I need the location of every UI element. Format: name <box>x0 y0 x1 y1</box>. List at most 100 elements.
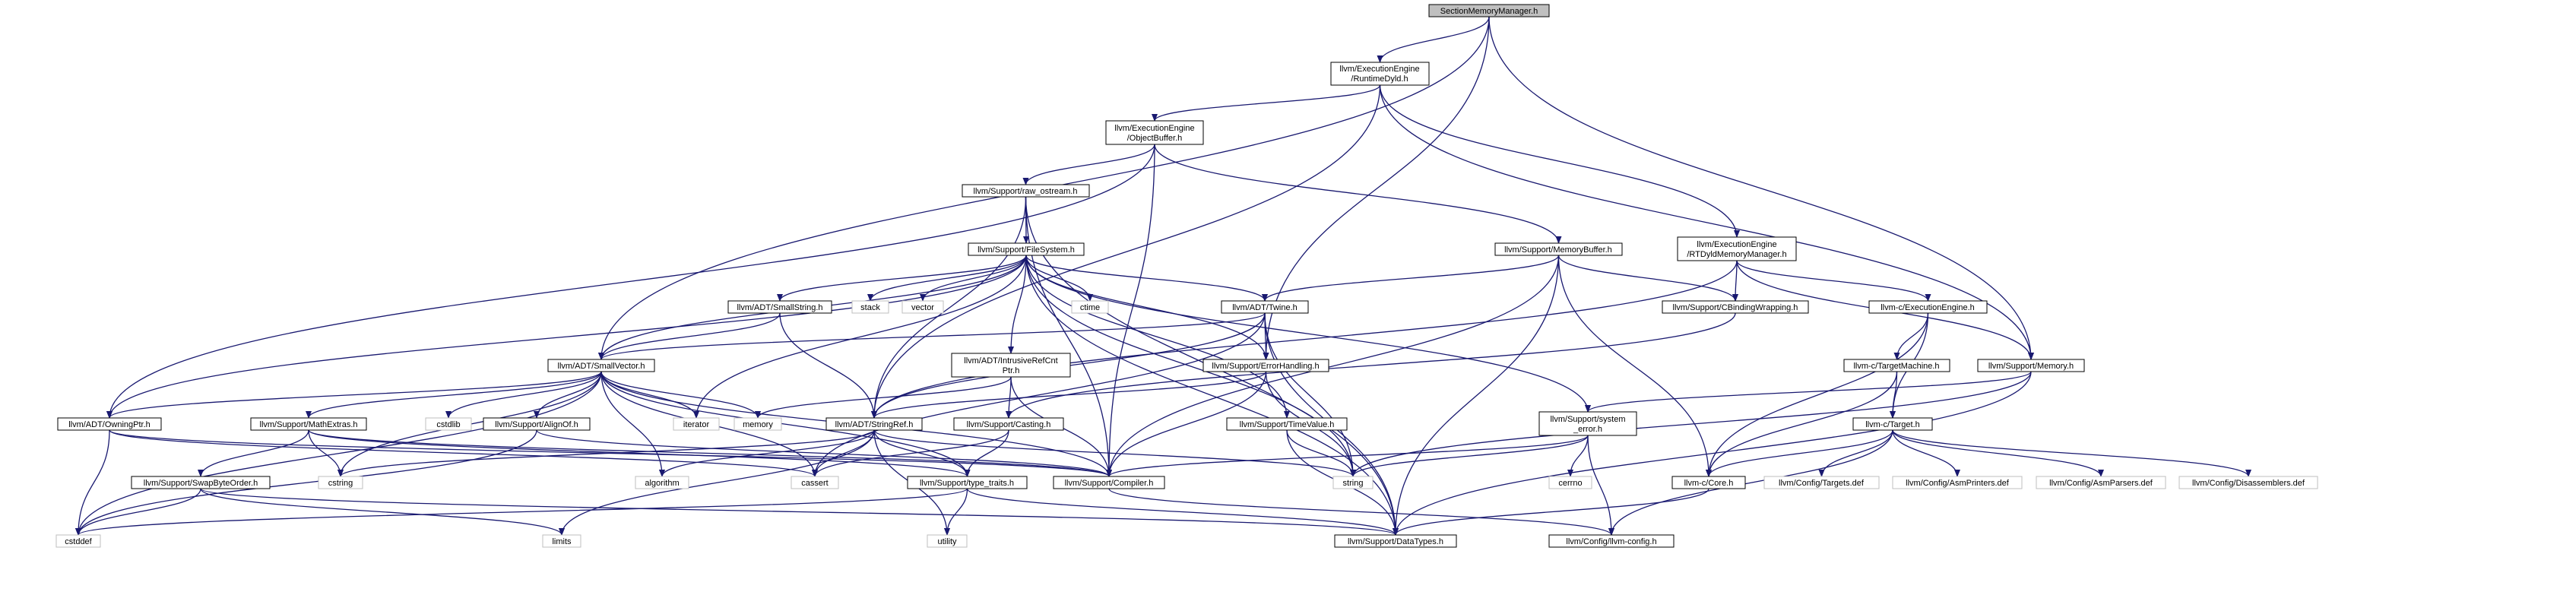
edge-stringref-to-typetraits <box>873 429 971 477</box>
node-label: llvm/Support/ErrorHandling.h <box>1212 362 1319 371</box>
node-c-target-machine-h[interactable]: llvm-c/TargetMachine.h <box>1843 359 1950 372</box>
node-align-of-h[interactable]: llvm/Support/AlignOf.h <box>483 417 591 431</box>
edge-mathextras-to-swapbyte <box>198 429 309 477</box>
node-label: llvm/Support/raw_ostream.h <box>974 187 1078 196</box>
node-stack[interactable]: stack <box>851 300 889 314</box>
edge-rtdyldmm-to-stringref <box>871 260 1738 419</box>
node-owning-ptr-h[interactable]: llvm/ADT/OwningPtr.h <box>57 417 162 431</box>
edge-smallvector-to-owningptr <box>106 371 602 419</box>
node-asm-printers-def[interactable]: llvm/Config/AsmPrinters.def <box>1892 476 2023 489</box>
edge-syserror-to-compiler <box>1106 435 1589 477</box>
node-memory-std[interactable]: memory <box>734 417 782 431</box>
node-label: _error.h <box>1573 425 1602 434</box>
node-label: /RTDyldMemoryManager.h <box>1687 250 1786 259</box>
edge-swapbyte-to-cstddef <box>75 488 201 536</box>
node-cstring[interactable]: cstring <box>318 476 363 489</box>
edge-mathextras-to-typetraits <box>308 429 971 477</box>
edge-swapbyte-to-limits <box>200 488 565 536</box>
edge-casting-to-cassert <box>812 429 1009 477</box>
node-label: llvm/Support/AlignOf.h <box>495 420 578 429</box>
edge-fs-to-intrusive <box>1008 255 1027 354</box>
node-label: llvm/ExecutionEngine <box>1339 65 1419 74</box>
edge-stringref-to-limits <box>559 429 875 536</box>
edge-fs-to-stack <box>867 255 1027 302</box>
edge-root-to-errorhandling <box>1263 16 1490 360</box>
node-memory-buffer-h[interactable]: llvm/Support/MemoryBuffer.h <box>1494 242 1623 256</box>
node-string[interactable]: string <box>1332 476 1374 489</box>
node-swap-byte-order-h[interactable]: llvm/Support/SwapByteOrder.h <box>131 476 271 489</box>
edge-smallvector-to-cstddef <box>75 371 602 536</box>
node-cbinding-wrapping-h[interactable]: llvm/Support/CBindingWrapping.h <box>1662 300 1809 314</box>
node-casting-h[interactable]: llvm/Support/Casting.h <box>953 417 1064 431</box>
node-memory-h[interactable]: llvm/Support/Memory.h <box>1977 359 2085 372</box>
edge-owningptr-to-cstddef <box>75 429 110 536</box>
node-compiler-h[interactable]: llvm/Support/Compiler.h <box>1053 476 1165 489</box>
node-label: string <box>1343 479 1364 488</box>
node-runtime-dyld-h[interactable]: llvm/ExecutionEngine/RuntimeDyld.h <box>1330 62 1430 86</box>
node-string-ref-h[interactable]: llvm/ADT/StringRef.h <box>825 417 923 431</box>
node-vector[interactable]: vector <box>901 300 944 314</box>
node-twine-h[interactable]: llvm/ADT/Twine.h <box>1221 300 1309 314</box>
node-iterator[interactable]: iterator <box>673 417 720 431</box>
node-object-buffer-h[interactable]: llvm/ExecutionEngine/ObjectBuffer.h <box>1105 120 1204 145</box>
edge-syserror-to-string <box>1350 435 1589 477</box>
node-targets-def[interactable]: llvm/Config/Targets.def <box>1763 476 1880 489</box>
node-cerrno[interactable]: cerrno <box>1548 476 1592 489</box>
edge-rawostream-to-stringref <box>871 196 1027 419</box>
edge-rtdyld-to-rtdyldmm <box>1379 84 1740 238</box>
node-data-types-h[interactable]: llvm/Support/DataTypes.h <box>1334 534 1457 548</box>
edge-membuf-to-twine <box>1262 255 1560 302</box>
edge-fs-to-datatypes <box>1025 255 1399 536</box>
node-limits[interactable]: limits <box>542 534 581 548</box>
node-label: cstdlib <box>436 420 460 429</box>
node-label: llvm/ADT/SmallString.h <box>737 303 822 312</box>
node-small-vector-h[interactable]: llvm/ADT/SmallVector.h <box>547 359 655 372</box>
edge-ctm-to-ccore <box>1706 371 1898 477</box>
node-math-extras-h[interactable]: llvm/Support/MathExtras.h <box>250 417 367 431</box>
node-ctime[interactable]: ctime <box>1071 300 1109 314</box>
edge-twine-to-string <box>1264 312 1356 477</box>
edge-smallstring-to-smallvector <box>598 312 781 360</box>
node-label: llvm/Support/system <box>1550 415 1625 424</box>
node-c-execution-engine-h[interactable]: llvm-c/ExecutionEngine.h <box>1868 300 1988 314</box>
edge-twine-to-smallvector <box>598 312 1266 360</box>
node-c-core-h[interactable]: llvm-c/Core.h <box>1671 476 1746 489</box>
edge-timevalue-to-string <box>1286 429 1356 477</box>
edge-memory-to-syserror <box>1585 371 2032 413</box>
node-label: /ObjectBuffer.h <box>1127 134 1183 143</box>
node-root-section-memory-manager-h[interactable]: SectionMemoryManager.h <box>1428 4 1550 17</box>
node-algorithm[interactable]: algorithm <box>635 476 689 489</box>
node-cstdlib[interactable]: cstdlib <box>425 417 472 431</box>
edge-errorhandling-to-stringref <box>871 371 1267 419</box>
edge-memory-to-string <box>1350 371 2032 477</box>
edge-rtdyld-to-stringref <box>871 84 1381 419</box>
edge-smallvector-to-memorystd <box>600 371 761 419</box>
node-type-traits-h[interactable]: llvm/Support/type_traits.h <box>907 476 1028 489</box>
edge-fs-to-string <box>1025 255 1356 477</box>
node-cassert[interactable]: cassert <box>791 476 839 489</box>
node-asm-parsers-def[interactable]: llvm/Config/AsmParsers.def <box>2036 476 2166 489</box>
node-cstddef[interactable]: cstddef <box>55 534 101 548</box>
node-error-handling-h[interactable]: llvm/Support/ErrorHandling.h <box>1202 359 1329 372</box>
node-system-error-h[interactable]: llvm/Support/system_error.h <box>1538 411 1637 436</box>
edge-errorhandling-to-compiler <box>1106 371 1267 477</box>
node-label: cstddef <box>65 537 92 546</box>
node-time-value-h[interactable]: llvm/Support/TimeValue.h <box>1226 417 1348 431</box>
node-utility[interactable]: utility <box>927 534 968 548</box>
node-file-system-h[interactable]: llvm/Support/FileSystem.h <box>968 242 1085 256</box>
edge-objbuf-to-owningptr <box>106 144 1155 419</box>
node-small-string-h[interactable]: llvm/ADT/SmallString.h <box>727 300 832 314</box>
edge-alignof-to-cstddef <box>75 429 537 536</box>
node-llvm-config-h[interactable]: llvm/Config/llvm-config.h <box>1548 534 1675 548</box>
node-c-target-h[interactable]: llvm-c/Target.h <box>1852 417 1933 431</box>
node-rtdyld-memory-manager-h[interactable]: llvm/ExecutionEngine/RTDyldMemoryManager… <box>1677 236 1797 261</box>
node-label: llvm/Support/SwapByteOrder.h <box>144 479 258 488</box>
node-disassemblers-def[interactable]: llvm/Config/Disassemblers.def <box>2178 476 2318 489</box>
node-label: llvm-c/TargetMachine.h <box>1853 362 1939 371</box>
edge-typetraits-to-datatypes <box>966 488 1399 536</box>
node-label: llvm/ADT/Twine.h <box>1232 303 1298 312</box>
node-raw-ostream-h[interactable]: llvm/Support/raw_ostream.h <box>962 184 1090 198</box>
edge-stringref-to-string <box>873 429 1356 477</box>
edge-mathextras-to-compiler <box>308 429 1112 477</box>
